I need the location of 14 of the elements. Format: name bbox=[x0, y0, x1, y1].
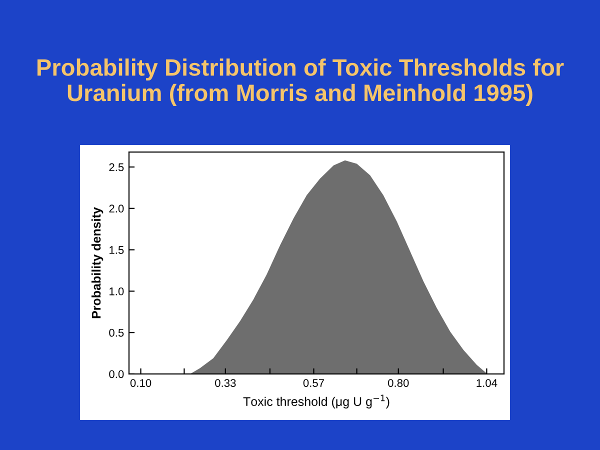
y-tick-label: 2.5 bbox=[109, 163, 124, 172]
x-tick-label: 0.57 bbox=[303, 379, 324, 387]
y-tick-label: 1.0 bbox=[110, 287, 124, 296]
x-tick-label: 0.10 bbox=[130, 379, 152, 387]
y-axis-title: Probability density bbox=[91, 207, 104, 318]
x-tick-label: 0.80 bbox=[388, 379, 409, 387]
chart-title: Probability Distribution of Toxic Thresholds for Uranium (from Morris and Meinhold 1995) bbox=[37, 58, 564, 106]
y-tick-label: 0.5 bbox=[109, 328, 124, 337]
x-tick-label: 0.33 bbox=[215, 379, 236, 387]
y-tick-label: 0.0 bbox=[109, 370, 124, 378]
y-tick-label: 2.0 bbox=[109, 204, 124, 213]
y-tick-label: 1.5 bbox=[110, 246, 124, 254]
x-tick-label: 1.04 bbox=[476, 379, 498, 387]
x-axis-title: Toxic threshold (μg U g$^{−1}$) bbox=[243, 394, 390, 408]
